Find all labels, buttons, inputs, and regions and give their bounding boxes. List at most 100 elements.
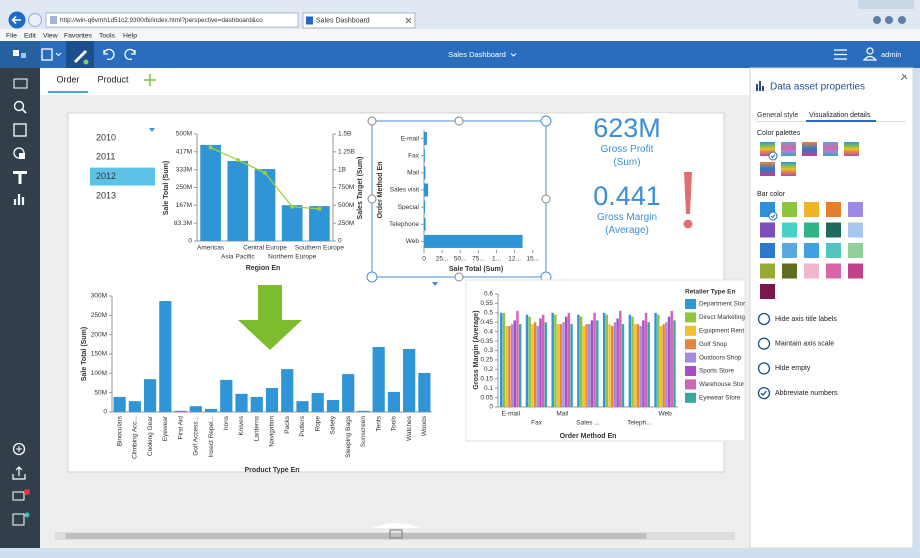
tab-close[interactable]: [405, 17, 412, 24]
bar-color-swatch[interactable]: [826, 263, 841, 279]
pin-icon[interactable]: [900, 73, 908, 81]
search-icon[interactable]: [13, 100, 25, 112]
bar-color-swatch[interactable]: [804, 222, 819, 238]
resize-handle[interactable]: [541, 194, 551, 204]
undo-icon[interactable]: [103, 48, 115, 61]
option-label[interactable]: Hide empty: [775, 365, 811, 372]
palette[interactable]: [802, 142, 817, 156]
menu-item[interactable]: Favorites: [64, 32, 93, 39]
dashboard-tab[interactable]: Product: [97, 74, 129, 84]
resize-handle[interactable]: [454, 116, 464, 126]
expand-handle[interactable]: [540, 115, 552, 127]
bar-color-swatch[interactable]: [782, 243, 797, 258]
bar-color-swatch[interactable]: [804, 243, 819, 258]
legend-label: Golf Shop: [699, 341, 728, 348]
bar-color-swatch[interactable]: [782, 202, 797, 217]
option-toggle[interactable]: [757, 312, 771, 326]
palette[interactable]: [823, 142, 838, 156]
filter-item[interactable]: 2013: [96, 190, 116, 200]
visualization-icon[interactable]: [13, 194, 25, 205]
browser-tab[interactable]: [302, 12, 416, 29]
panel-tab[interactable]: General style: [757, 112, 798, 119]
title-menu-icon[interactable]: [510, 53, 517, 57]
kpi-card[interactable]: 0.441 Gross Margin (Average): [585, 181, 669, 241]
add-icon[interactable]: [12, 442, 26, 456]
panel-tab-active[interactable]: Visualization details: [809, 112, 871, 119]
user-name[interactable]: admin: [881, 50, 901, 59]
address-bar[interactable]: [45, 12, 299, 28]
resize-handle[interactable]: [367, 116, 377, 126]
forward-button[interactable]: [28, 13, 42, 27]
minimize-button[interactable]: [858, 0, 874, 9]
add-tab-button[interactable]: [144, 74, 156, 86]
share-icon[interactable]: [12, 466, 26, 480]
bar-color-swatch[interactable]: [826, 243, 841, 258]
data-source-icon[interactable]: [13, 78, 28, 89]
comments-icon[interactable]: [12, 491, 25, 501]
bar-color-swatch[interactable]: [804, 263, 819, 279]
option-toggle[interactable]: [757, 362, 771, 375]
bar-color-swatch[interactable]: [848, 202, 863, 217]
edit-mode-button[interactable]: [66, 41, 94, 68]
option-label[interactable]: Maintain axis scale: [775, 341, 834, 348]
palette[interactable]: [781, 142, 796, 156]
bar-color-swatch[interactable]: [848, 263, 863, 279]
grid-toggle[interactable]: [372, 523, 420, 528]
palette[interactable]: [760, 162, 775, 176]
color-palettes[interactable]: [760, 142, 859, 176]
filter-item[interactable]: 2011: [96, 152, 115, 162]
app-title[interactable]: Sales Dashboard: [448, 50, 506, 59]
bar-color-swatch[interactable]: [760, 243, 775, 258]
user-icon[interactable]: [866, 47, 874, 55]
tasks-icon[interactable]: [12, 513, 25, 526]
menu-item[interactable]: View: [43, 32, 58, 39]
bar-color-swatch[interactable]: [826, 222, 841, 238]
year-filter[interactable]: 2010 2011 2012 2013: [90, 132, 155, 200]
dashboard-tab[interactable]: Order: [56, 74, 79, 84]
option-label[interactable]: Hide axis title labels: [775, 316, 837, 323]
favorites-icon[interactable]: [885, 16, 893, 24]
bar-colors[interactable]: [760, 202, 863, 299]
save-icon[interactable]: [41, 48, 53, 61]
redo-icon[interactable]: [124, 48, 136, 61]
bar-color-swatch[interactable]: [826, 202, 841, 217]
app-logo-area[interactable]: [0, 41, 40, 68]
palette[interactable]: [781, 162, 796, 176]
bar-color-swatch[interactable]: [848, 222, 863, 238]
bar-color-swatch[interactable]: [848, 243, 863, 258]
close-button[interactable]: [890, 0, 914, 9]
bar: [513, 320, 516, 407]
maximize-button[interactable]: [874, 0, 890, 9]
palette[interactable]: [844, 142, 859, 156]
media-icon[interactable]: [13, 123, 27, 137]
bar-color-swatch[interactable]: [782, 263, 797, 279]
bar-color-swatch[interactable]: [760, 263, 775, 279]
text-icon[interactable]: [13, 171, 27, 184]
resize-handle[interactable]: [454, 272, 464, 282]
menu-item[interactable]: Edit: [24, 32, 36, 39]
menu-item[interactable]: Tools: [99, 32, 115, 39]
filter-item[interactable]: 2012: [96, 171, 116, 181]
tools-icon[interactable]: [898, 16, 906, 24]
save-menu-icon[interactable]: [55, 52, 62, 57]
option-toggle[interactable]: [757, 337, 771, 350]
filter-item[interactable]: 2010: [96, 132, 116, 142]
bar-color-swatch[interactable]: [804, 202, 819, 217]
bar-color-swatch[interactable]: [760, 284, 775, 299]
rotate-handle[interactable]: [366, 271, 378, 283]
scrollbar-thumb[interactable]: [66, 533, 646, 539]
bar-color-swatch[interactable]: [782, 222, 797, 238]
option-label[interactable]: Abbreviate numbers: [775, 390, 838, 397]
settings-icon[interactable]: [834, 49, 847, 60]
menu-item[interactable]: Help: [123, 32, 137, 39]
widget-menu-icon[interactable]: [432, 282, 438, 286]
home-icon[interactable]: [873, 16, 881, 24]
kpi-card[interactable]: 623M Gross Profit (Sum): [585, 113, 669, 175]
filter-menu-icon[interactable]: [149, 128, 155, 132]
x-tick-label: 50...: [454, 256, 467, 263]
selected-widget-frame[interactable]: [371, 120, 547, 278]
menu-item[interactable]: File: [6, 32, 17, 39]
bar-color-swatch[interactable]: [760, 222, 775, 238]
resize-handle[interactable]: [367, 194, 377, 204]
options[interactable]: Hide axis title labels Maintain axis scal…: [757, 312, 839, 400]
